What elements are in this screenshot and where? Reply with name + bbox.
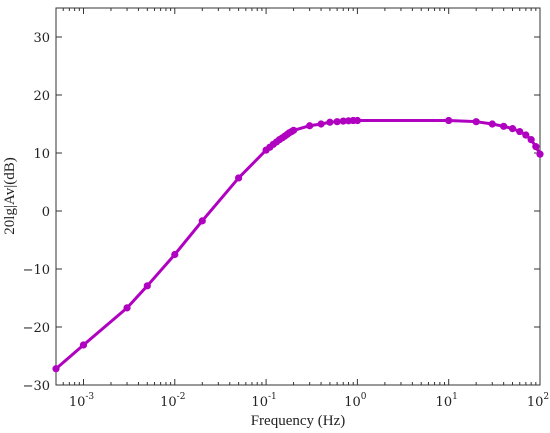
x-tick-base: 10 <box>344 395 361 410</box>
x-tick-exponent: 1 <box>452 392 458 402</box>
series-layer <box>52 116 544 373</box>
data-point <box>123 304 131 312</box>
y-tick-label: −20 <box>23 321 50 336</box>
x-tick-label: 102 <box>527 392 549 410</box>
x-tick-exponent: -1 <box>268 392 277 402</box>
x-tick-exponent: 2 <box>543 392 549 402</box>
plot-frame <box>55 7 541 386</box>
data-point <box>532 143 540 151</box>
data-point <box>339 117 347 125</box>
x-tick-base: 10 <box>69 395 86 410</box>
ticks-layer <box>55 8 541 386</box>
data-point <box>333 118 341 126</box>
x-tick-label: 10-2 <box>160 392 185 410</box>
x-tick-label: 10-3 <box>69 392 95 410</box>
x-tick-exponent: -3 <box>85 392 94 402</box>
y-tick-label: 0 <box>42 205 50 220</box>
data-point <box>536 150 544 158</box>
y-tick-label: 30 <box>33 31 50 46</box>
x-tick-exponent: -2 <box>177 392 186 402</box>
data-point <box>143 282 151 290</box>
data-point <box>516 127 524 136</box>
y-tick-label: 20 <box>33 89 50 104</box>
data-point <box>472 118 480 126</box>
data-point <box>522 131 530 139</box>
data-point <box>306 122 314 130</box>
x-tick-exponent: 0 <box>361 392 367 402</box>
x-tick-base: 10 <box>251 395 268 410</box>
series-line <box>55 119 542 370</box>
data-point <box>508 125 517 133</box>
x-tick-base: 10 <box>436 395 453 410</box>
data-point <box>198 217 206 225</box>
data-point <box>171 250 179 259</box>
data-point <box>317 120 325 128</box>
data-point <box>235 174 243 182</box>
x-tick-base: 10 <box>527 395 544 410</box>
data-point <box>488 120 496 128</box>
data-point <box>326 118 334 126</box>
data-point <box>527 136 535 144</box>
x-tick-label: 101 <box>436 392 458 410</box>
y-tick-label: −30 <box>23 379 50 394</box>
data-point <box>500 122 508 130</box>
x-tick-label: 100 <box>344 392 367 410</box>
y-tick-label: −10 <box>23 263 50 278</box>
y-axis-label: 20lg|Av|(dB) <box>2 157 18 234</box>
data-point <box>353 116 361 125</box>
x-tick-label: 10-1 <box>251 392 276 410</box>
data-point <box>289 126 298 134</box>
data-point <box>445 116 453 125</box>
x-tick-base: 10 <box>160 395 177 410</box>
data-point <box>52 365 60 373</box>
data-point <box>79 341 88 349</box>
x-axis-label: Frequency (Hz) <box>251 413 346 429</box>
y-tick-label: 10 <box>33 147 50 162</box>
